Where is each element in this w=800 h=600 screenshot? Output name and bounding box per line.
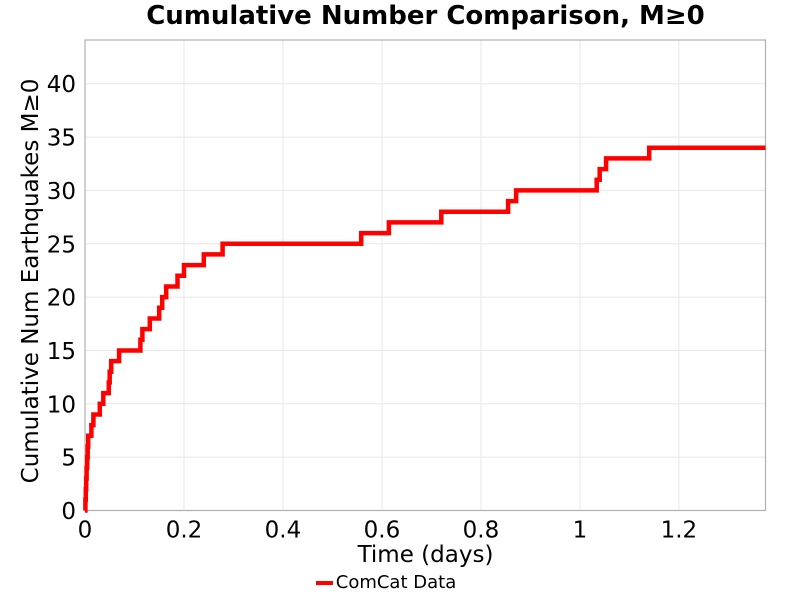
x-tick-label: 0.2 [166,518,203,544]
y-tick-label: 15 [47,339,76,365]
y-tick-label: 0 [61,499,76,525]
x-tick-label: 0 [78,518,93,544]
y-tick-label: 35 [47,126,76,152]
comcat-step-line [83,145,766,513]
plot-border [84,39,767,512]
legend-line-swatch [315,580,333,586]
y-tick-label: 5 [61,446,76,472]
x-tick-label: 0.8 [463,518,500,544]
y-tick-label: 40 [47,72,76,98]
legend-label: ComCat Data [335,572,457,593]
chart-title: Cumulative Number Comparison, M≥0 [146,1,705,31]
y-tick-label: 20 [47,286,76,312]
x-tick-label: 1 [573,518,588,544]
y-axis-label: Cumulative Num Earthquakes M≥0 [18,78,44,484]
y-tick-label: 30 [47,179,76,205]
x-tick-label: 0.4 [265,518,302,544]
y-tick-label: 10 [47,392,76,418]
legend: ComCat Data [0,572,772,594]
y-tick-label: 25 [47,232,76,258]
x-axis-label: Time (days) [357,542,494,568]
x-tick-label: 0.6 [364,518,401,544]
x-tick-label: 1.2 [661,518,698,544]
